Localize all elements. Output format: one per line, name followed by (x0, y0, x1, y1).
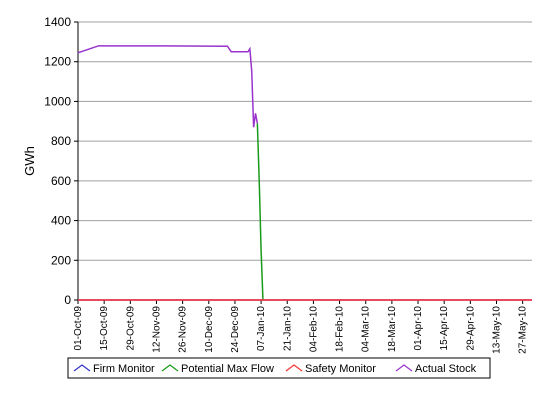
legend-label: Actual Stock (415, 363, 477, 375)
x-tick-label: 12-Nov-09 (151, 306, 162, 353)
x-tick-label: 15-Apr-10 (439, 306, 450, 351)
series-line (77, 45, 259, 128)
y-tick-label: 400 (51, 214, 71, 228)
legend-swatch (161, 364, 179, 372)
y-tick-label: 1200 (44, 55, 71, 69)
legend-label: Safety Monitor (305, 363, 376, 375)
legend-label: Potential Max Flow (181, 363, 274, 375)
legend-box (67, 357, 491, 379)
y-tick-label: 800 (51, 134, 71, 148)
x-tick-label: 01-Apr-10 (413, 306, 424, 351)
x-tick-label: 18-Mar-10 (387, 306, 398, 353)
x-tick-label: 15-Oct-09 (99, 306, 110, 351)
x-tick-label: 18-Feb-10 (335, 306, 346, 353)
x-tick-label: 27-May-10 (518, 306, 529, 354)
x-tick-label: 24-Dec-09 (230, 306, 241, 353)
x-tick-label: 13-May-10 (492, 306, 503, 354)
x-tick-label: 07-Jan-10 (256, 306, 267, 351)
x-tick-label: 10-Dec-09 (204, 306, 215, 353)
x-tick-label: 04-Mar-10 (361, 306, 372, 353)
legend-swatch (73, 364, 91, 372)
y-tick-label: 0 (64, 293, 71, 307)
x-tick-label: 21-Jan-10 (282, 306, 293, 351)
x-tick-label: 29-Apr-10 (465, 306, 476, 351)
y-tick-label: 200 (51, 253, 71, 267)
x-tick-label: 04-Feb-10 (308, 306, 319, 353)
y-axis-label: GWh (22, 146, 37, 176)
series-line (256, 123, 264, 301)
y-tick-label: 600 (51, 174, 71, 188)
legend-label: Firm Monitor (93, 363, 155, 375)
x-tick-label: 01-Oct-09 (73, 306, 84, 351)
y-tick-label: 1000 (44, 94, 71, 108)
legend-swatch (285, 364, 303, 372)
y-tick-label: 1400 (44, 15, 71, 29)
x-tick-label: 26-Nov-09 (178, 306, 189, 353)
legend-swatch (395, 364, 413, 372)
x-tick-label: 29-Oct-09 (125, 306, 136, 351)
